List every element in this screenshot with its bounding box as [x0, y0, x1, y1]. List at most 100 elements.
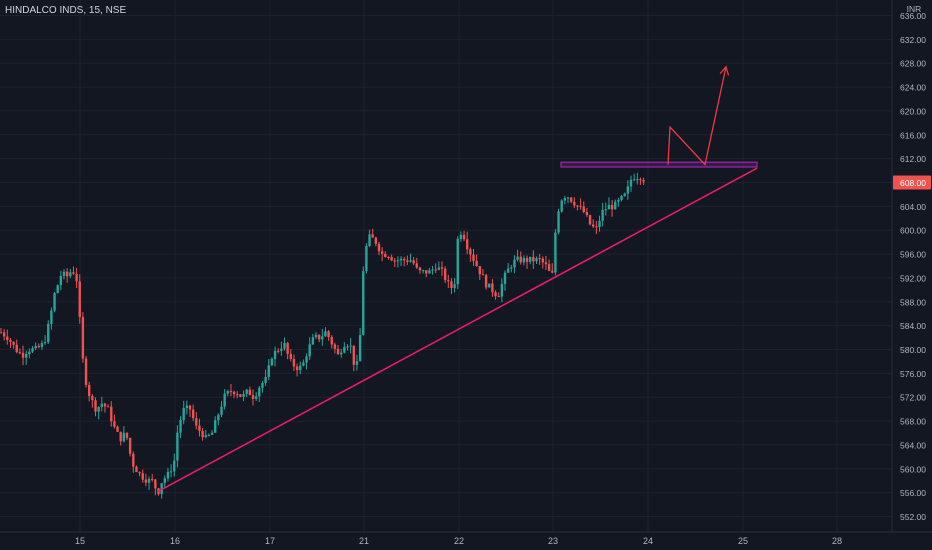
- candle: [393, 258, 396, 267]
- candle: [472, 248, 475, 266]
- x-tick-label: 17: [265, 536, 275, 546]
- candle: [585, 207, 589, 218]
- candle: [176, 425, 179, 468]
- candle: [314, 332, 318, 340]
- candle: [604, 202, 607, 216]
- y-tick-label: 600.00: [900, 226, 926, 236]
- candle: [25, 350, 28, 366]
- candle: [431, 266, 434, 275]
- price-axis: [892, 0, 932, 550]
- candle: [97, 406, 100, 420]
- candle: [336, 344, 340, 355]
- candle: [258, 385, 261, 402]
- candle: [214, 416, 217, 433]
- candle: [554, 229, 557, 276]
- candle: [415, 257, 418, 270]
- candle: [403, 256, 406, 267]
- candle: [220, 400, 223, 418]
- candle: [629, 175, 633, 192]
- candle: [566, 196, 570, 204]
- candle: [286, 341, 289, 360]
- candle: [15, 339, 18, 354]
- candle: [519, 251, 522, 265]
- y-tick-label: 580.00: [900, 345, 926, 355]
- current-price-label: 608.00: [900, 178, 926, 188]
- candle: [440, 261, 444, 276]
- candle: [409, 253, 412, 263]
- candle: [538, 253, 541, 265]
- candle: [374, 236, 378, 247]
- candle: [302, 359, 305, 367]
- candle: [560, 199, 563, 213]
- candle: [69, 268, 72, 279]
- candle: [295, 363, 299, 377]
- candle: [494, 290, 497, 300]
- candle: [84, 355, 88, 388]
- candle: [182, 400, 185, 425]
- candle: [639, 177, 642, 185]
- candle: [607, 197, 611, 210]
- candle: [251, 389, 255, 406]
- candle: [50, 307, 53, 330]
- y-tick-label: 584.00: [900, 321, 926, 331]
- candle: [522, 255, 526, 266]
- candle: [65, 268, 69, 283]
- candle: [481, 269, 485, 276]
- projection-path: [667, 66, 727, 166]
- candle: [280, 341, 283, 356]
- candle: [317, 334, 321, 343]
- candle: [579, 198, 582, 210]
- candle: [264, 369, 267, 386]
- candle: [267, 358, 270, 381]
- y-tick-label: 576.00: [900, 369, 926, 379]
- candle: [229, 384, 233, 397]
- candle: [245, 388, 248, 398]
- candle: [135, 465, 138, 473]
- candle: [387, 255, 390, 260]
- candle: [371, 228, 374, 238]
- candle: [610, 199, 614, 217]
- candle: [141, 469, 144, 483]
- candle: [541, 256, 544, 269]
- candle: [491, 279, 494, 297]
- candle: [333, 342, 337, 354]
- candle: [242, 390, 245, 402]
- candle: [321, 328, 324, 346]
- candle: [37, 343, 40, 349]
- y-tick-label: 632.00: [900, 35, 926, 45]
- candle: [434, 263, 437, 274]
- candle: [450, 278, 453, 295]
- candle: [340, 348, 343, 358]
- candle: [232, 390, 236, 398]
- candle: [503, 270, 507, 291]
- candle: [9, 337, 12, 348]
- candle: [576, 204, 579, 211]
- y-tick-label: 604.00: [900, 202, 926, 212]
- candle: [453, 277, 456, 293]
- candle: [428, 267, 431, 274]
- candle: [6, 329, 9, 345]
- candle: [620, 195, 623, 202]
- x-tick-label: 24: [643, 536, 653, 546]
- candle: [469, 247, 472, 262]
- candle: [377, 241, 381, 256]
- ascending-trendline: [157, 167, 758, 493]
- candle: [91, 394, 94, 408]
- candle: [343, 342, 346, 354]
- candle: [626, 180, 630, 200]
- candle: [510, 264, 513, 273]
- candle: [226, 389, 229, 397]
- y-tick-label: 552.00: [900, 512, 926, 522]
- candle: [198, 418, 201, 437]
- candle: [116, 425, 119, 433]
- candle: [358, 327, 362, 362]
- candle: [53, 292, 56, 313]
- candle: [56, 284, 59, 294]
- y-tick-label: 564.00: [900, 440, 926, 450]
- candle: [43, 334, 47, 345]
- candle: [418, 266, 422, 274]
- y-tick-label: 628.00: [900, 59, 926, 69]
- candle: [207, 433, 211, 437]
- candle: [113, 414, 116, 429]
